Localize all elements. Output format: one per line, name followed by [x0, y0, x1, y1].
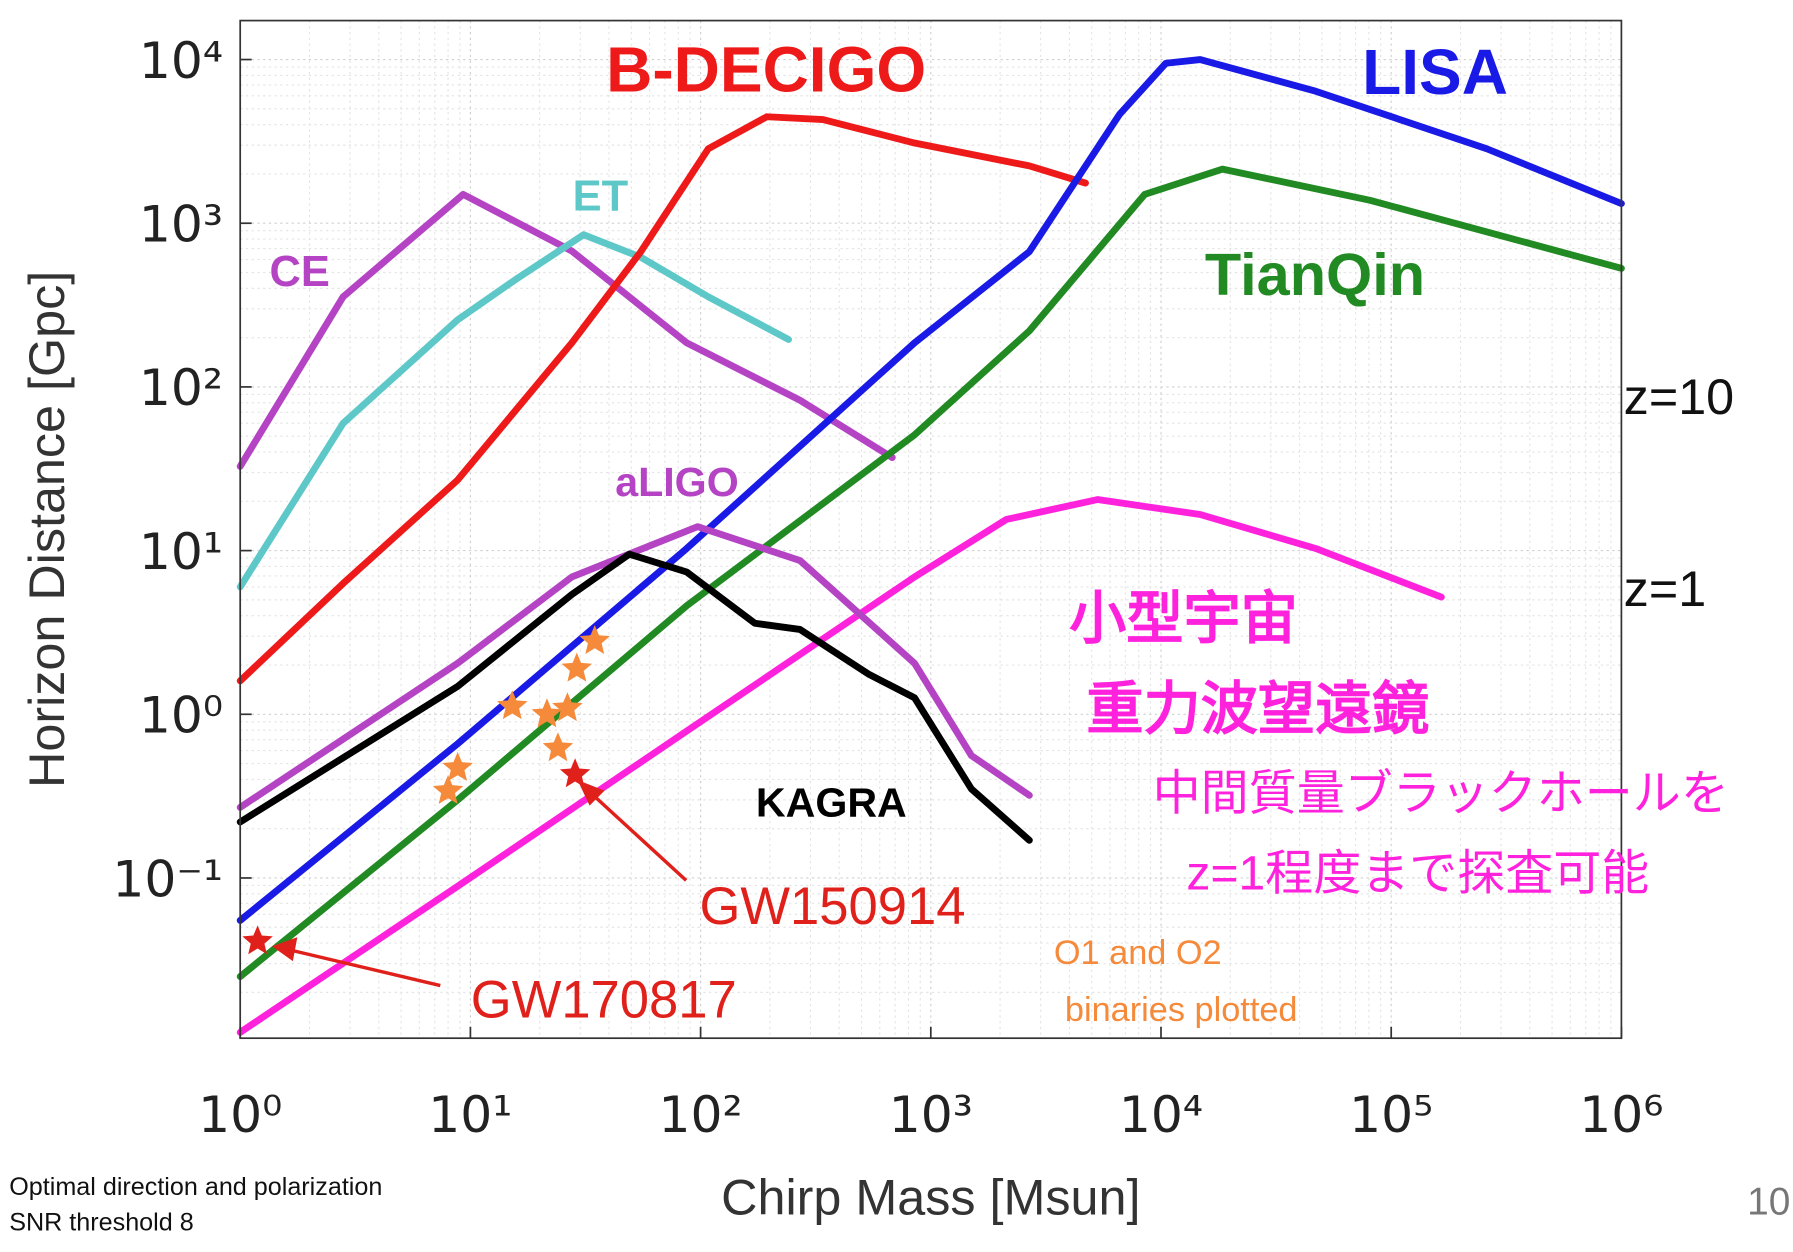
annotation: 中間質量ブラックホールを [1153, 768, 1729, 821]
event-star [561, 652, 593, 682]
x-tick-label: 10⁵ [1349, 1085, 1433, 1144]
y-tick-label: 10¹ [139, 522, 223, 581]
event-label: GW150914 [699, 877, 965, 936]
series-line [236, 523, 1033, 811]
y-tick-label: 10⁴ [139, 31, 223, 90]
series-label: CE [269, 248, 329, 296]
annotation: z=1程度まで探査可能 [1186, 848, 1649, 901]
event-star [579, 625, 610, 655]
x-tick-label: 10⁴ [1119, 1085, 1203, 1144]
x-axis-label: Chirp Mass [Msun] [721, 1168, 1140, 1225]
series-line [236, 496, 1445, 1036]
series-line [236, 56, 1625, 924]
x-tick-label: 10⁶ [1579, 1085, 1663, 1144]
event-star [531, 698, 563, 728]
series-line [236, 165, 1625, 980]
series-line [236, 190, 896, 470]
y-tick-label: 10⁰ [139, 686, 223, 745]
annotation: 重力波望遠鏡 [1086, 677, 1429, 741]
x-tick-label: 10¹ [428, 1085, 512, 1144]
series-label: ET [573, 172, 629, 220]
series-label: B-DECIGO [606, 33, 926, 105]
arrow [587, 789, 688, 882]
y-tick-label: 10⁻¹ [112, 849, 223, 908]
x-tick-label: 10⁰ [198, 1085, 282, 1144]
series-label: aLIGO [615, 459, 739, 505]
footnote: Optimal direction and polarization [9, 1173, 382, 1201]
series-line [236, 113, 1089, 685]
plot-frame [239, 19, 1623, 1040]
footnote: SNR threshold 8 [9, 1208, 193, 1236]
x-tick-label: 10³ [889, 1085, 973, 1144]
arrows [271, 780, 688, 988]
y-axis-label: Horizon Distance [Gpc] [18, 271, 75, 788]
y-tick-label: 10³ [139, 195, 223, 254]
event-star [552, 692, 583, 722]
event-star [542, 732, 574, 762]
event-star [497, 690, 528, 720]
annotation: z=10 [1624, 368, 1734, 425]
annotation: O1 and O2 [1054, 934, 1222, 972]
x-tick-label: 10² [659, 1085, 743, 1144]
page-number: 10 [1747, 1180, 1790, 1223]
series-label: TianQin [1205, 241, 1425, 308]
annotation: z=1 [1624, 560, 1707, 617]
series-label: LISA [1362, 36, 1508, 108]
y-tick-label: 10² [139, 358, 223, 417]
series-line [236, 550, 1033, 844]
highlighted-event-star [242, 925, 273, 955]
arrowhead [271, 937, 298, 962]
event-star [432, 774, 464, 804]
event-label: GW170817 [471, 971, 737, 1030]
arrowhead [577, 780, 605, 806]
series-line [236, 231, 792, 591]
annotation: binaries plotted [1065, 991, 1298, 1029]
highlighted-event-star [559, 758, 591, 788]
event-star [442, 752, 473, 781]
annotation: 小型宇宙 [1069, 587, 1298, 651]
arrow [285, 947, 441, 988]
series-label: KAGRA [756, 779, 907, 825]
